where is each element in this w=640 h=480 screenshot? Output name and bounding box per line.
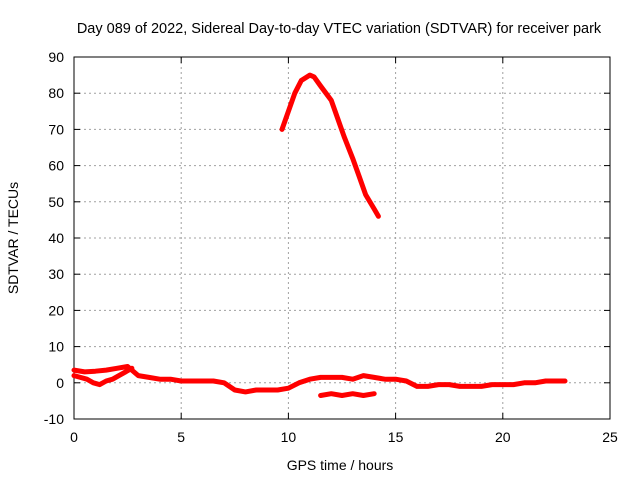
y-tick-label: 90 [48, 49, 64, 65]
series-line-peak-trace [279, 72, 381, 219]
x-tick-label: 25 [602, 429, 618, 445]
y-tick-label: 50 [48, 194, 64, 210]
chart-title: Day 089 of 2022, Sidereal Day-to-day VTE… [77, 21, 602, 37]
y-tick-label: 70 [48, 121, 64, 137]
y-tick-label: 40 [48, 230, 64, 246]
x-tick-label: 15 [388, 429, 404, 445]
x-tick-label: 20 [495, 429, 511, 445]
x-axis-label: GPS time / hours [287, 457, 394, 473]
y-tick-label: 60 [48, 158, 64, 174]
y-tick-label: -10 [44, 411, 64, 427]
series-line-short-negative-trace [318, 391, 377, 398]
y-tick-label: 80 [48, 85, 64, 101]
data-series [71, 72, 568, 398]
y-tick-label: 10 [48, 339, 64, 355]
y-axis-label: SDTVAR / TECUs [5, 182, 21, 294]
grid-lines [74, 57, 610, 419]
series-line-lower-start-trace [71, 365, 135, 388]
axis-ticks: 0 5 10 15 20 25 -10 0 10 20 30 40 50 60 70 80 90 [44, 49, 618, 445]
series-line-main-trace [71, 364, 568, 395]
y-tick-label: 20 [48, 302, 64, 318]
x-tick-label: 0 [70, 429, 78, 445]
x-tick-label: 5 [177, 429, 185, 445]
y-tick-label: 30 [48, 266, 64, 282]
x-tick-label: 10 [281, 429, 297, 445]
y-tick-label: 0 [56, 375, 64, 391]
